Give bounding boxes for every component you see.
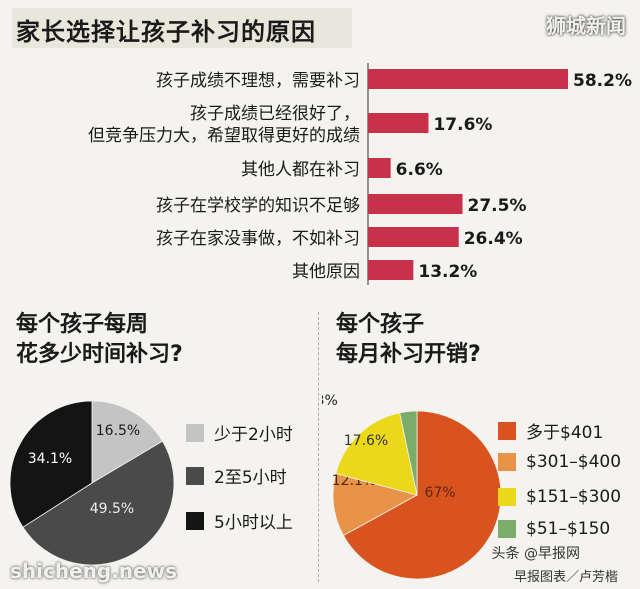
hours-legend-item-1: 2至5小时 bbox=[186, 463, 287, 488]
cost-slice-1 bbox=[332, 473, 419, 537]
hours-legend-item-0: 少于2小时 bbox=[186, 420, 293, 445]
page-title: 家长选择让孩子补习的原因 bbox=[16, 18, 316, 46]
weekly-hours-title-line1: 每个孩子每周 bbox=[16, 312, 149, 337]
bar-category-label-1-1: 但竞争压力大，希望取得更好的成绩 bbox=[88, 126, 360, 146]
bar-value-label-5: 13.2% bbox=[418, 262, 477, 282]
hours-slice-label-2: 34.1% bbox=[28, 451, 72, 467]
bar-3 bbox=[368, 194, 463, 214]
title-band bbox=[12, 8, 352, 48]
bar-value-label-2: 6.6% bbox=[396, 160, 443, 180]
bar-value-label-1: 17.6% bbox=[433, 115, 492, 135]
monthly-cost-title: 每个孩子 每月补习开销? bbox=[336, 310, 481, 370]
bar-category-label-2-0: 其他人都在补习 bbox=[241, 160, 360, 180]
toutiao-watermark: 头条 @早报网 bbox=[491, 546, 580, 562]
monthly-cost-title-line1: 每个孩子 bbox=[336, 312, 425, 337]
hours-slice-label-0: 16.5% bbox=[96, 423, 140, 439]
bar-category-label-3-0: 孩子在学校学的知识不足够 bbox=[156, 196, 360, 216]
bar-5 bbox=[368, 260, 414, 280]
monthly-cost-title-line2: 每月补习开销? bbox=[336, 342, 481, 367]
cost-legend-label-2: $151–$300 bbox=[526, 487, 622, 507]
cost-slice-label-2: 17.6% bbox=[344, 433, 388, 449]
cost-slice-label-0: 67% bbox=[424, 485, 455, 501]
hours-legend-swatch-1 bbox=[186, 466, 204, 485]
hours-legend-swatch-2 bbox=[186, 511, 204, 530]
hours-slice-0 bbox=[91, 400, 164, 484]
bar-0 bbox=[368, 69, 568, 89]
weekly-hours-title-line2: 花多少时间补习? bbox=[16, 342, 183, 367]
bar-category-label-1-0: 孩子成绩已经很好了， bbox=[190, 104, 360, 124]
reasons-bar-chart: 58.2% 孩子成绩不理想，需要补习 17.6% 孩子成绩已经很好了，但竞争压力大，希… bbox=[88, 63, 632, 285]
hours-slice-label-1: 49.5% bbox=[90, 501, 134, 517]
cost-legend-item-0: 多于$401 bbox=[498, 418, 603, 443]
hours-slice-2 bbox=[9, 400, 93, 528]
weekly-hours-title: 每个孩子每周 花多少时间补习? bbox=[16, 310, 183, 370]
bar-1 bbox=[368, 113, 429, 133]
hours-legend-swatch-0 bbox=[186, 423, 204, 442]
cost-legend-swatch-0 bbox=[498, 421, 516, 440]
bar-category-label-0-0: 孩子成绩不理想，需要补习 bbox=[156, 71, 360, 91]
watermark-top: 狮城新闻 bbox=[546, 14, 626, 38]
hours-slice-1 bbox=[22, 440, 175, 566]
bar-value-label-4: 26.4% bbox=[464, 229, 523, 249]
hours-legend-item-2: 5小时以上 bbox=[186, 508, 293, 533]
monthly-cost-pie: 67%12.1%17.6%3.3% bbox=[322, 393, 502, 580]
bar-category-label-5-0: 其他原因 bbox=[292, 262, 360, 282]
hours-legend-label-1: 2至5小时 bbox=[214, 468, 287, 488]
cost-slice-3 bbox=[399, 410, 418, 496]
bar-2 bbox=[368, 158, 391, 178]
chart-credit: 早报图表／卢芳楷 bbox=[513, 570, 618, 585]
cost-legend-label-1: $301–$400 bbox=[526, 452, 622, 472]
cost-legend-item-3: $51–$150 bbox=[498, 519, 610, 539]
bar-4 bbox=[368, 227, 459, 247]
cost-legend-item-2: $151–$300 bbox=[498, 487, 621, 507]
bar-value-label-0: 58.2% bbox=[573, 71, 632, 91]
cost-slice-2 bbox=[335, 412, 418, 496]
bar-value-label-3: 27.5% bbox=[468, 196, 527, 216]
cost-legend-swatch-2 bbox=[498, 488, 516, 506]
section-divider bbox=[318, 312, 319, 582]
cost-legend-swatch-3 bbox=[498, 520, 516, 538]
cost-legend-label-3: $51–$150 bbox=[526, 519, 611, 539]
weekly-hours-pie: 16.5% 49.5% 34.1% bbox=[9, 400, 175, 566]
cost-slice-0 bbox=[342, 410, 502, 580]
cost-legend-swatch-1 bbox=[498, 453, 516, 471]
cost-legend-label-0: 多于$401 bbox=[526, 423, 604, 443]
site-watermark: shicheng.news bbox=[10, 559, 177, 583]
hours-legend-label-0: 少于2小时 bbox=[214, 425, 293, 445]
cost-slice-label-3: 3.3% bbox=[322, 393, 338, 409]
bar-category-label-4-0: 孩子在家没事做，不如补习 bbox=[156, 229, 360, 249]
cost-legend-item-1: $301–$400 bbox=[498, 452, 621, 472]
hours-legend-label-2: 5小时以上 bbox=[214, 513, 293, 533]
